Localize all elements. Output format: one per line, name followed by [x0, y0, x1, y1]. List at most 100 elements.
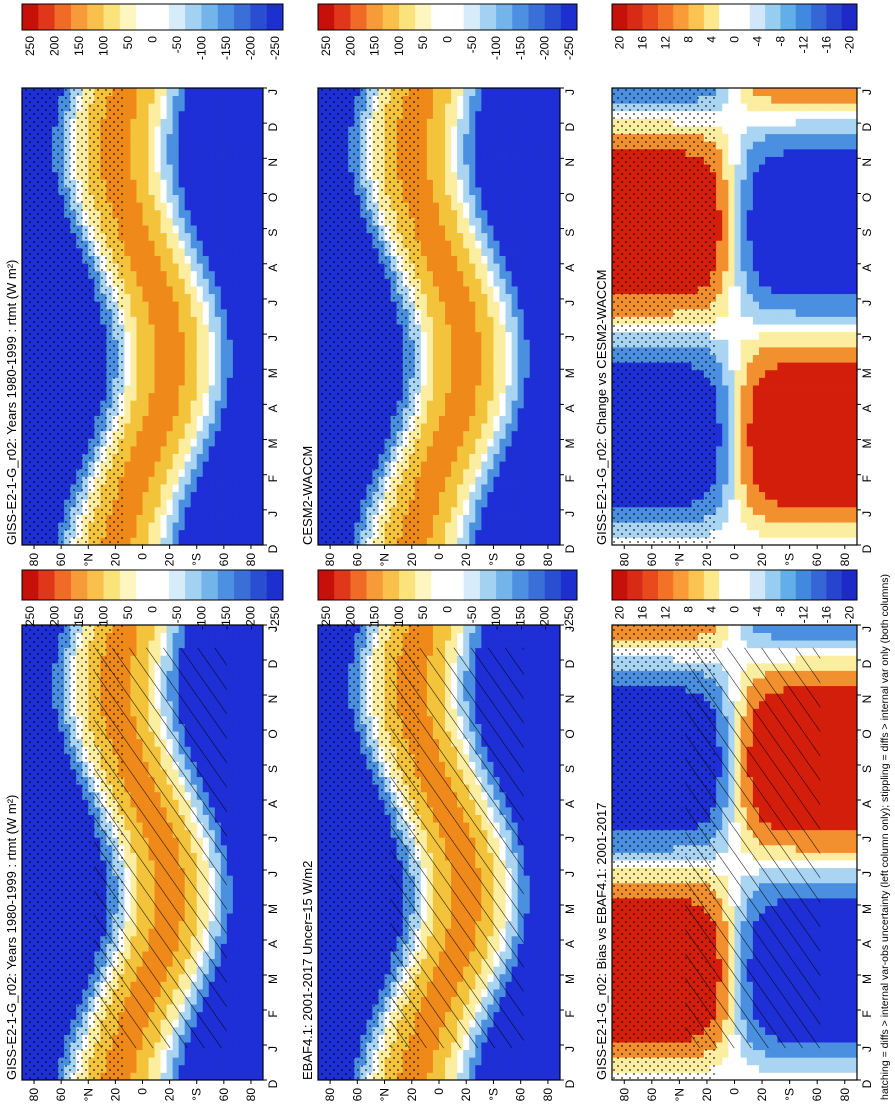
heatmap-cell [250, 1057, 258, 1066]
heatmap-cell [250, 875, 258, 884]
heatmap-cell [505, 640, 512, 649]
heatmap-cell [535, 708, 543, 717]
heatmap-cell [250, 844, 258, 853]
heatmap-cell [238, 981, 246, 990]
heatmap-cell [432, 632, 440, 641]
heatmap-cell [529, 913, 537, 922]
lat-tick-label-group: 80 [541, 1088, 555, 1102]
heatmap-cell [250, 898, 258, 906]
heatmap-cell [226, 700, 234, 709]
heatmap-cell [154, 625, 161, 633]
heatmap-cell [244, 700, 252, 709]
heatmap-cell [226, 928, 234, 937]
heatmap-cell [256, 791, 264, 800]
heatmap-cell [130, 1064, 137, 1073]
heatmap-cell [238, 632, 246, 641]
heatmap-cell [547, 708, 555, 717]
heatmap-cell [541, 807, 549, 815]
month-tick-label: N [266, 695, 280, 704]
heatmap-cell [238, 647, 246, 656]
heatmap-cell [250, 761, 258, 770]
heatmap-cell [256, 996, 264, 1005]
heatmap-cell [226, 746, 234, 755]
heatmap-cell [547, 1072, 555, 1081]
heatmap-cell [535, 807, 543, 815]
colorbar-label: -200 [243, 606, 257, 630]
heatmap-cell [238, 844, 246, 853]
month-tick-label: J [563, 871, 577, 877]
heatmap-cell [166, 1072, 174, 1081]
colorbar-label-group: -250 [268, 606, 282, 630]
heatmap-cell [184, 625, 192, 633]
heatmap-cell [529, 693, 537, 702]
heatmap-cell [541, 935, 549, 944]
heatmap-cell [238, 640, 246, 649]
heatmap-cell [184, 1049, 192, 1058]
heatmap-cell [547, 882, 555, 891]
heatmap-cell [256, 1042, 264, 1051]
heatmap-cell [256, 829, 264, 838]
heatmap-cell [226, 655, 234, 664]
heatmap-cell [256, 814, 264, 823]
heatmap-cell [244, 943, 252, 952]
heatmap-cell [523, 655, 531, 664]
heatmap-cell [232, 647, 240, 656]
heatmap-cell [178, 1057, 186, 1066]
heatmap-cell [220, 1072, 228, 1081]
colorbar-swatch [266, 570, 284, 600]
heatmap-cell [244, 844, 252, 853]
heatmap-cell [238, 761, 246, 770]
heatmap-cell [547, 928, 555, 937]
heatmap-cell [256, 746, 264, 755]
heatmap-cell [541, 920, 549, 929]
heatmap-cell [523, 996, 531, 1005]
heatmap-cell [547, 776, 555, 785]
month-tick-label: N [563, 695, 577, 704]
heatmap-cell [178, 1049, 186, 1058]
lat-tick-label: °N [81, 1088, 95, 1101]
panels: 80 60 °N 20 0 20 °S 60 80DJFMAMJJASONDJGISS-E2-1… [4, 3, 874, 1102]
heatmap-cell [226, 882, 234, 891]
heatmap-cell [244, 1072, 252, 1081]
colorbar-label-group: 50 [121, 606, 135, 620]
heatmap-cell [523, 708, 531, 717]
heatmap-cell [238, 860, 246, 869]
heatmap-cell [499, 632, 506, 641]
lat-tick-label: 80 [244, 1088, 258, 1102]
heatmap-cell [166, 1049, 174, 1058]
heatmap-cell [541, 731, 549, 740]
heatmap-cell [523, 1049, 531, 1058]
heatmap-cell [535, 1057, 543, 1066]
heatmap-cell [541, 746, 549, 755]
heatmap-cell [256, 799, 264, 808]
heatmap-cell [220, 640, 228, 649]
lat-tick-label: °S [486, 1088, 500, 1101]
heatmap-cell [202, 625, 210, 633]
heatmap-cell [439, 1057, 446, 1066]
heatmap-cell [541, 989, 549, 997]
heatmap-cell [256, 693, 264, 702]
heatmap-cell [148, 1072, 155, 1081]
heatmap-cell [541, 655, 549, 664]
heatmap-cell [214, 1072, 222, 1081]
heatmap-cell [250, 1072, 258, 1081]
heatmap-cell [547, 753, 555, 762]
heatmap-cell [547, 1019, 555, 1028]
heatmap-cell [250, 738, 258, 747]
heatmap-cell [439, 625, 446, 633]
heatmap-cell [541, 860, 549, 869]
heatmap-cell [256, 989, 264, 997]
heatmap-cell [232, 822, 240, 831]
heatmap-cell [244, 814, 252, 823]
heatmap-cell [445, 1057, 452, 1066]
heatmap-cell [256, 973, 264, 982]
colorbar-swatch [250, 570, 267, 600]
heatmap-cell [529, 829, 537, 838]
heatmap-cell [432, 1057, 440, 1066]
heatmap-cell [238, 958, 246, 967]
heatmap-cell [256, 852, 264, 861]
heatmap-cell [426, 1072, 434, 1081]
heatmap-cell [136, 1057, 143, 1066]
month-tick-label-group: J [266, 626, 280, 632]
heatmap-cell [529, 935, 537, 944]
